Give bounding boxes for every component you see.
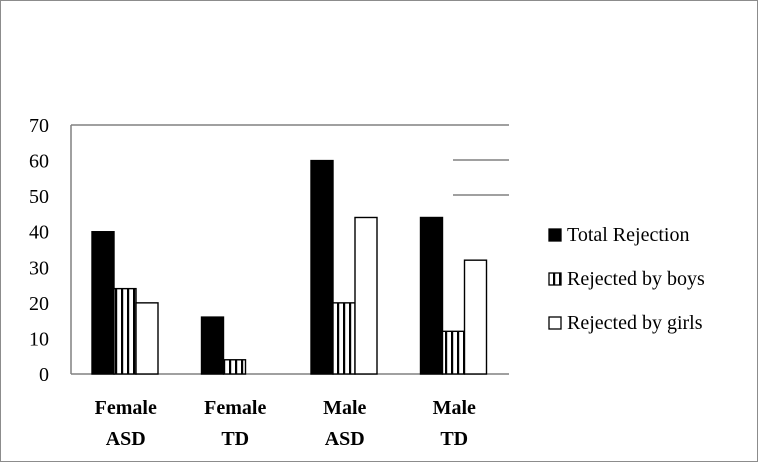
y-tick-label: 70 (29, 115, 49, 137)
y-tick-label: 40 (29, 222, 49, 244)
y-tick-label: 20 (29, 293, 49, 315)
category-label: TD (221, 428, 249, 450)
y-axis-ticks: 0 10 20 30 40 50 60 70 (29, 115, 49, 386)
category-label: Female (95, 397, 157, 419)
legend-label: Rejected by girls (567, 312, 703, 334)
bar-rejected-by-girls (135, 302, 159, 375)
bars-group (91, 159, 488, 375)
category-label: Male (433, 397, 476, 419)
bar-total-rejection (200, 316, 225, 375)
bar-rejected-by-girls (354, 216, 378, 375)
y-tick-label: 0 (39, 364, 49, 386)
bar-total-rejection (419, 216, 444, 375)
legend-swatch (548, 272, 562, 286)
category-labels: Female ASD Female TD Male ASD Male TD (95, 397, 476, 450)
y-tick-label: 10 (29, 328, 49, 350)
legend-label: Total Rejection (567, 224, 689, 246)
bar-total-rejection (310, 159, 334, 375)
legend: Total Rejection Rejected by boys Rejected … (548, 224, 705, 334)
bar-rejected-by-girls (463, 259, 488, 375)
legend-swatch (548, 228, 562, 242)
legend-swatch (548, 316, 562, 330)
bar-rejected-by-boys (113, 287, 137, 375)
y-tick-label: 30 (29, 257, 49, 279)
y-tick-label: 60 (29, 151, 49, 173)
bar-rejected-by-boys (222, 359, 247, 375)
category-label: ASD (325, 428, 365, 450)
bar-rejected-by-boys (441, 330, 466, 375)
y-tick-label: 50 (29, 186, 49, 208)
category-label: Male (323, 397, 366, 419)
legend-label: Rejected by boys (567, 268, 705, 290)
bar-rejected-by-boys (332, 302, 356, 375)
category-label: Female (204, 397, 266, 419)
bar-total-rejection (91, 231, 115, 375)
category-label: TD (440, 428, 468, 450)
category-label: ASD (106, 428, 146, 450)
